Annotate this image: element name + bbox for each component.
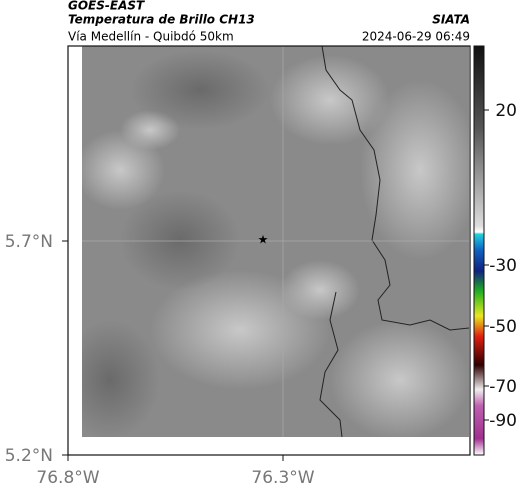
satellite: GOES-EAST [68,0,145,13]
map-frame [67,45,471,456]
colorbar-tick-label: -50 [489,317,517,337]
region: Vía Medellín - Quibdó 50km [68,30,234,44]
product: Temperatura de Brillo CH13 [68,13,255,27]
brand: SIATA [432,13,470,27]
colorbar-tick-label: -30 [489,256,517,276]
satellite-image: ★ [82,46,469,437]
colorbar-tick-label: 20 [495,101,517,121]
colorbar-tick-label: -90 [489,411,517,431]
colorbar-tick-label: -70 [489,377,517,397]
lat-label: 5.7°N [5,232,53,252]
lon-label: 76.8°W [36,468,99,488]
lat-label: 5.2°N [5,446,53,466]
location-marker: ★ [258,233,269,247]
colorbar [473,45,485,456]
lon-label: 76.3°W [251,468,314,488]
timestamp: 2024-06-29 06:49 [362,30,470,44]
colorbar-ticks: 20 -30 -50 -70 -90 [484,101,517,431]
